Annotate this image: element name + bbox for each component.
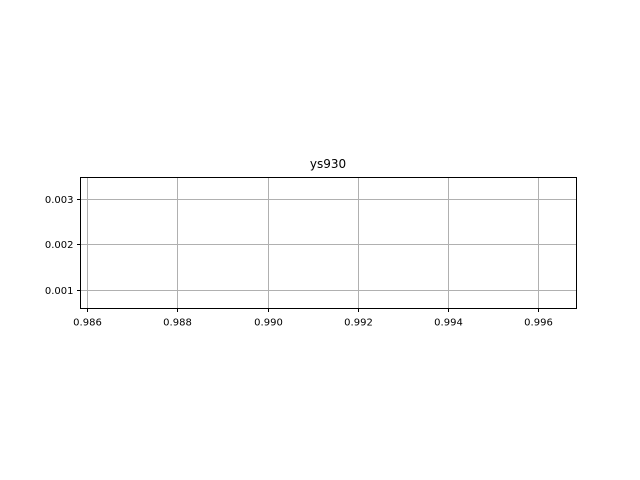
x-tick-label: 0.990: [254, 318, 283, 329]
y-tick-label: 0.002: [45, 240, 74, 251]
chart-title: ys930: [310, 157, 346, 171]
x-tick-label: 0.986: [73, 318, 102, 329]
y-tick-label: 0.003: [45, 195, 74, 206]
x-tick-label: 0.996: [524, 318, 553, 329]
x-tick-label: 0.992: [344, 318, 373, 329]
x-tick-label: 0.988: [163, 318, 192, 329]
plot-area: 0.986 0.988 0.990 0.992 0.994 0.996 0.001 0.002…: [45, 177, 577, 329]
y-tick-label: 0.001: [45, 286, 74, 297]
x-tick-label: 0.994: [434, 318, 463, 329]
axis-ticks: 0.986 0.988 0.990 0.992 0.994 0.996 0.001 0.002…: [45, 195, 553, 329]
grid-lines: [80, 177, 577, 309]
axes-frame: [80, 177, 577, 309]
